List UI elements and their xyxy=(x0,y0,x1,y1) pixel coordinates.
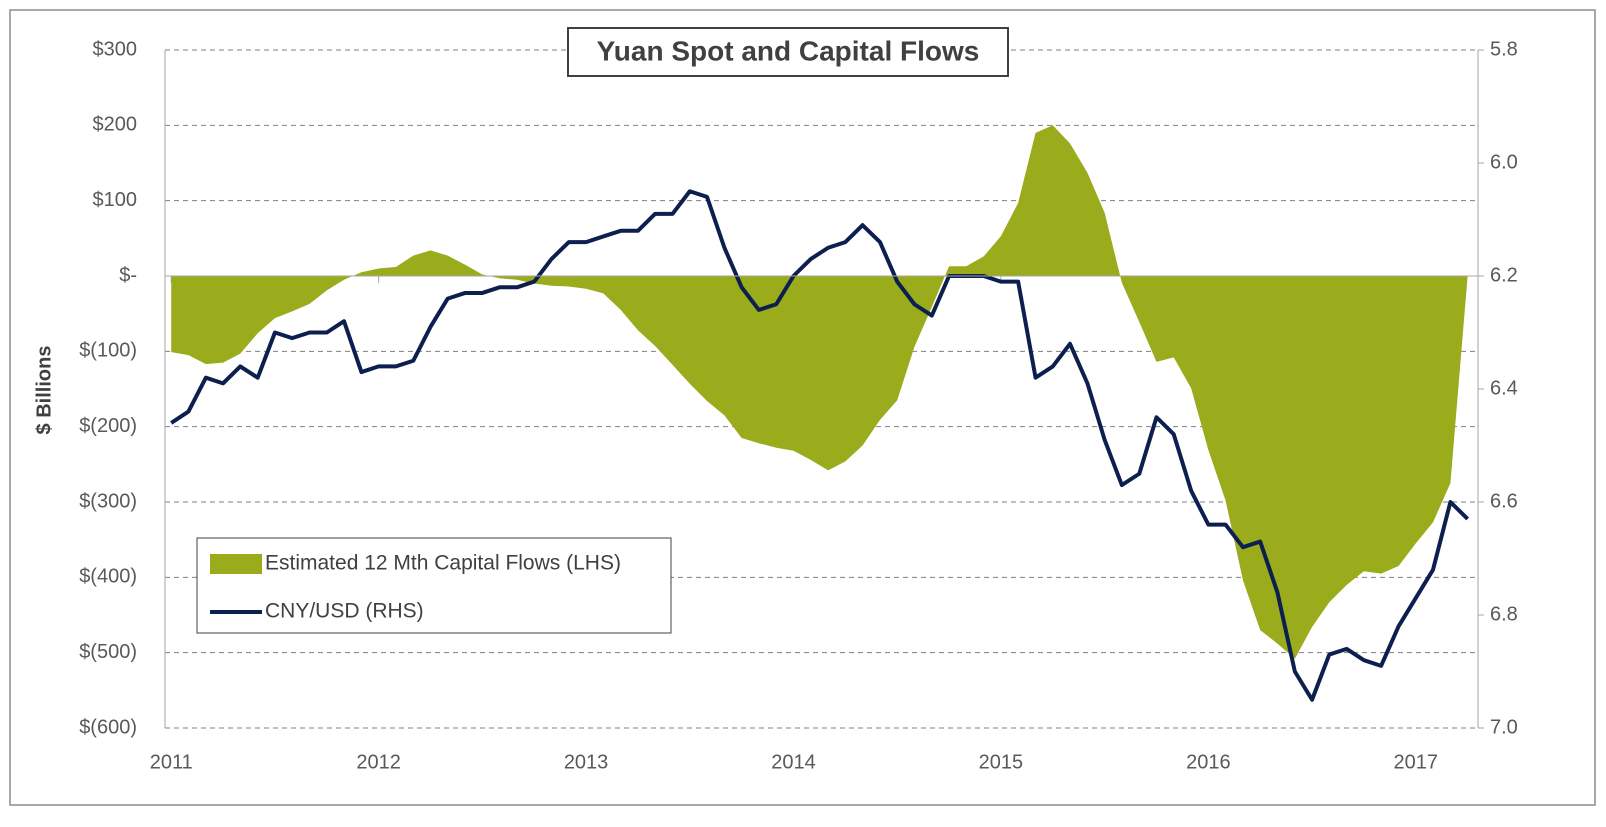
y2-tick-label: 6.6 xyxy=(1490,490,1518,512)
line xyxy=(170,189,1470,702)
x-tick-label: 2017 xyxy=(1394,751,1439,773)
chart-title: Yuan Spot and Capital Flows xyxy=(597,35,980,66)
y2-tick-label: 6.8 xyxy=(1490,603,1518,625)
y-tick-label: $(500) xyxy=(79,641,137,663)
y2-tick-label: 6.2 xyxy=(1490,264,1518,286)
y2-tick-label: 6.4 xyxy=(1490,377,1518,399)
y2-tick-label: 7.0 xyxy=(1490,716,1518,738)
y-tick-label: $300 xyxy=(93,38,138,60)
legend-box xyxy=(196,537,672,634)
y-tick-label: $(600) xyxy=(79,716,137,738)
y-tick-label: $(300) xyxy=(79,490,137,512)
legend-label: CNY/USD (RHS) xyxy=(265,600,424,623)
legend-swatch xyxy=(210,554,262,574)
y-axis-label: $ Billions xyxy=(33,346,55,435)
area xyxy=(171,125,1468,659)
legend-label: Estimated 12 Mth Capital Flows (LHS) xyxy=(265,552,621,575)
y2-tick-label: 6.0 xyxy=(1490,151,1518,173)
x-tick-label: 2015 xyxy=(979,751,1024,773)
y-tick-label: $(200) xyxy=(79,415,137,437)
x-tick-label: 2011 xyxy=(150,751,193,773)
x-tick-label: 2016 xyxy=(1186,751,1231,773)
y-tick-label: $- xyxy=(119,264,137,286)
y-tick-label: $100 xyxy=(93,189,138,211)
y2-tick-label: 5.8 xyxy=(1490,38,1518,60)
x-tick-label: 2013 xyxy=(564,751,609,773)
y-tick-label: $(400) xyxy=(79,566,137,588)
x-tick-label: 2014 xyxy=(771,751,816,773)
title-box xyxy=(567,27,1009,77)
y-tick-label: $(100) xyxy=(79,340,137,362)
x-tick-label: 2012 xyxy=(356,751,401,773)
y-tick-label: $200 xyxy=(93,114,138,136)
